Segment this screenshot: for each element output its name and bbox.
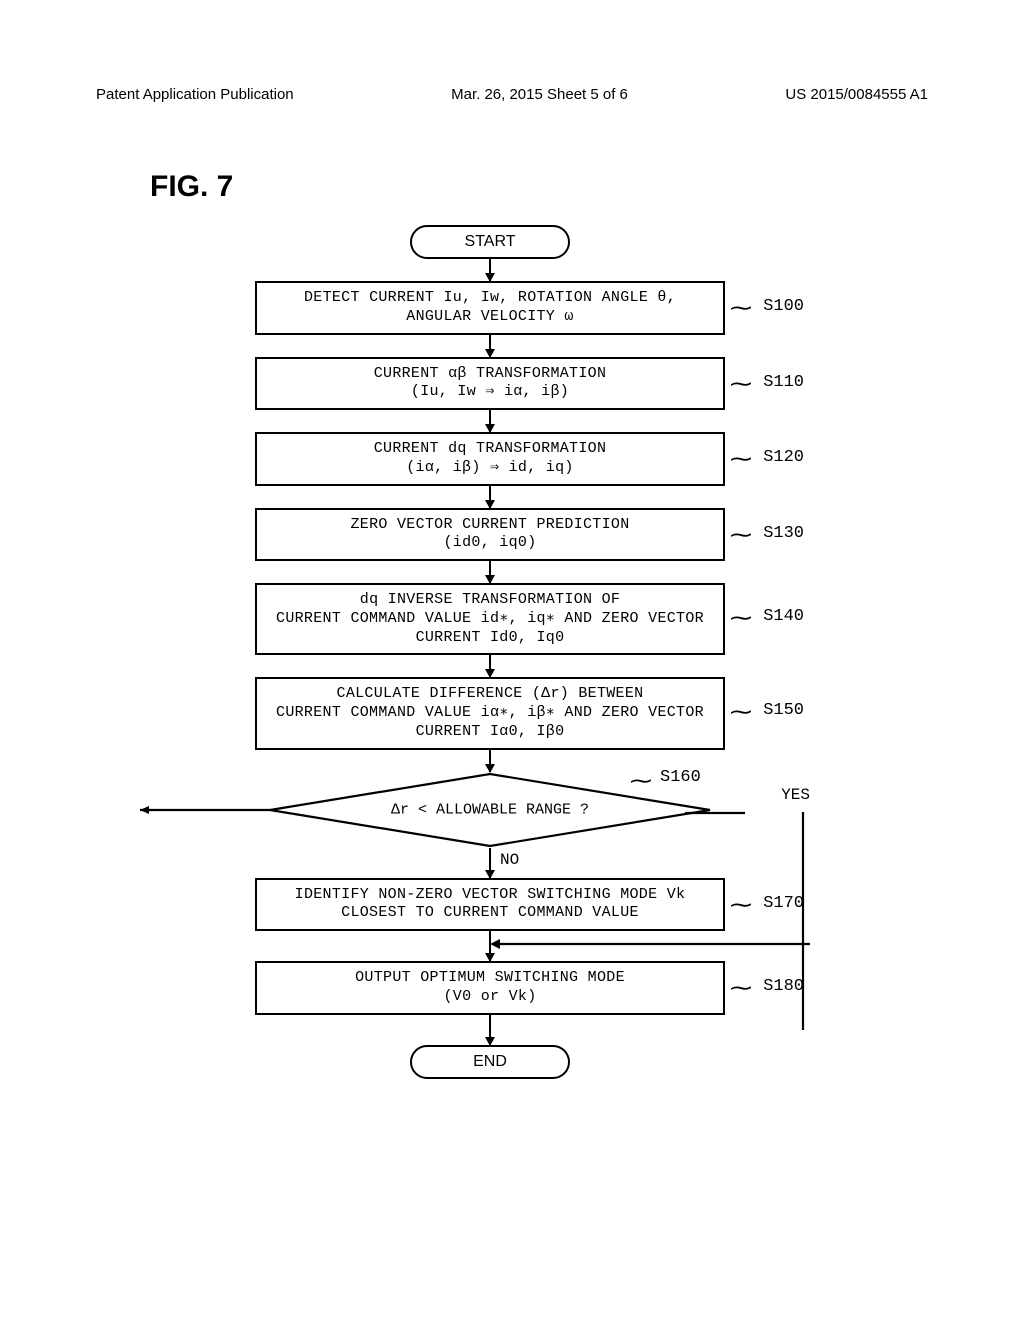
process-s180: OUTPUT OPTIMUM SWITCHING MODE(V0 or Vk) <box>255 961 725 1015</box>
page-header: Patent Application Publication Mar. 26, … <box>96 86 928 103</box>
leader-icon: ⁓ <box>730 371 752 397</box>
header-right: US 2015/0084555 A1 <box>785 86 928 103</box>
header-center: Mar. 26, 2015 Sheet 5 of 6 <box>451 86 628 103</box>
leader-icon: ⁓ <box>630 768 652 794</box>
process-s130: ZERO VECTOR CURRENT PREDICTION(id0, iq0) <box>255 508 725 562</box>
leader-icon: ⁓ <box>730 699 752 725</box>
end-terminal: END <box>410 1045 570 1079</box>
leader-icon: ⁓ <box>730 522 752 548</box>
leader-icon: ⁓ <box>730 605 752 631</box>
leader-icon: ⁓ <box>730 892 752 918</box>
step-label-s100: S100 <box>763 297 804 316</box>
arrow <box>489 750 491 772</box>
yes-path-horizontal-top <box>685 810 745 816</box>
step-label-s140: S140 <box>763 607 804 626</box>
yes-path-vertical <box>796 812 810 1030</box>
arrow <box>489 561 491 583</box>
header-left: Patent Application Publication <box>96 86 294 103</box>
process-s140: dq INVERSE TRANSFORMATION OFCURRENT COMM… <box>255 583 725 655</box>
arrow <box>489 486 491 508</box>
step-label-s110: S110 <box>763 373 804 392</box>
arrow <box>489 848 491 878</box>
step-label-s130: S130 <box>763 524 804 543</box>
process-s150: CALCULATE DIFFERENCE (Δr) BETWEENCURRENT… <box>255 677 725 749</box>
step-label-s160: S160 <box>660 768 701 787</box>
arrow <box>489 259 491 281</box>
arrow <box>489 335 491 357</box>
arrow <box>489 1015 491 1045</box>
branch-no: NO <box>500 851 519 869</box>
process-s120: CURRENT dq TRANSFORMATION(iα, iβ) ⇒ id, … <box>255 432 725 486</box>
step-label-s120: S120 <box>763 448 804 467</box>
leader-icon: ⁓ <box>730 295 752 321</box>
decision-text: Δr < ALLOWABLE RANGE ? <box>391 801 589 818</box>
start-terminal: START <box>410 225 570 259</box>
process-s110: CURRENT αβ TRANSFORMATION(Iu, Iw ⇒ iα, i… <box>255 357 725 411</box>
process-s100: DETECT CURRENT Iu, Iw, ROTATION ANGLE θ,… <box>255 281 725 335</box>
step-label-s180: S180 <box>763 977 804 996</box>
leader-icon: ⁓ <box>730 975 752 1001</box>
figure-label: FIG. 7 <box>150 170 233 204</box>
arrow <box>489 655 491 677</box>
flowchart: START DETECT CURRENT Iu, Iw, ROTATION AN… <box>200 225 780 1079</box>
step-label-s170: S170 <box>763 894 804 913</box>
leader-icon: ⁓ <box>730 446 752 472</box>
branch-yes: YES <box>781 786 810 804</box>
page: Patent Application Publication Mar. 26, … <box>0 0 1024 1320</box>
step-label-s150: S150 <box>763 701 804 720</box>
process-s170: IDENTIFY NON-ZERO VECTOR SWITCHING MODE … <box>255 878 725 932</box>
arrow <box>489 410 491 432</box>
yes-merge-horizontal <box>490 937 810 951</box>
left-connector-icon <box>140 805 270 815</box>
